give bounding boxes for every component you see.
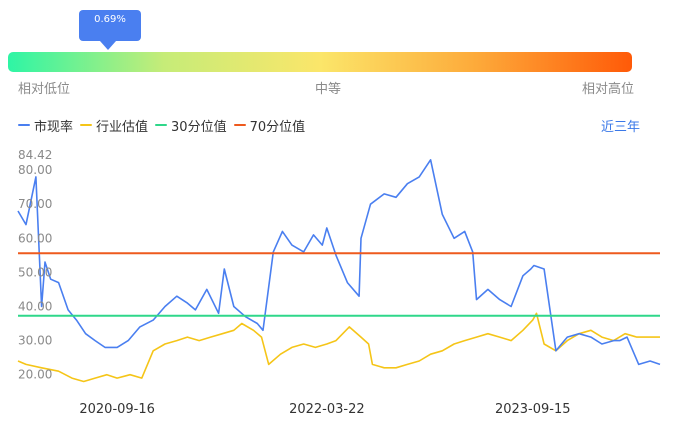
legend-label-p30: 30分位值	[171, 119, 227, 135]
y-tick-label: 40.00	[18, 299, 52, 313]
legend-swatch-pcf	[18, 124, 30, 126]
legend-item-p70[interactable]: 70分位值	[233, 116, 306, 135]
percentile-tooltip: 0.69%	[79, 10, 141, 41]
percentile-value: 0.69%	[94, 14, 126, 25]
percentile-gradient-bar	[8, 52, 632, 72]
x-tick-label: 2023-09-15	[495, 402, 571, 417]
y-tick-label: 84.42	[18, 148, 52, 162]
chart-legend: 市现率 行业估值 30分位值 70分位值	[18, 116, 312, 135]
y-tick-label: 70.00	[18, 197, 52, 211]
legend-swatch-p70	[233, 124, 246, 126]
legend-swatch-industry	[80, 124, 93, 126]
scale-low-label: 相对低位	[18, 82, 71, 97]
tooltip-pointer	[100, 41, 116, 50]
x-tick-label: 2020-09-16	[79, 402, 155, 417]
legend-item-p30[interactable]: 30分位值	[155, 116, 227, 135]
legend-label-p70: 70分位值	[249, 119, 306, 135]
scale-mid-label: 中等	[315, 82, 342, 97]
y-tick-label: 60.00	[18, 231, 52, 245]
legend-label-industry: 行业估值	[96, 119, 149, 135]
legend-item-industry[interactable]: 行业估值	[80, 116, 148, 135]
legend-swatch-p30	[155, 124, 168, 126]
scale-high-label: 相对高位	[582, 82, 635, 97]
series-line-industry	[17, 312, 660, 383]
y-tick-label: 20.00	[18, 368, 52, 382]
y-tick-label: 50.00	[18, 265, 52, 279]
y-tick-label: 30.00	[18, 334, 52, 348]
series-line-pcf	[17, 159, 661, 366]
y-tick-label: 80.00	[18, 163, 52, 177]
time-range-selector[interactable]: 近三年	[600, 120, 640, 135]
legend-item-pcf[interactable]: 市现率	[18, 116, 73, 135]
legend-label-pcf: 市现率	[34, 119, 74, 135]
x-tick-label: 2022-03-22	[289, 402, 365, 417]
valuation-line-chart: 20.00 30.00 40.00 50.00 60.00 70.00 80.0084.42…	[17, 148, 661, 417]
